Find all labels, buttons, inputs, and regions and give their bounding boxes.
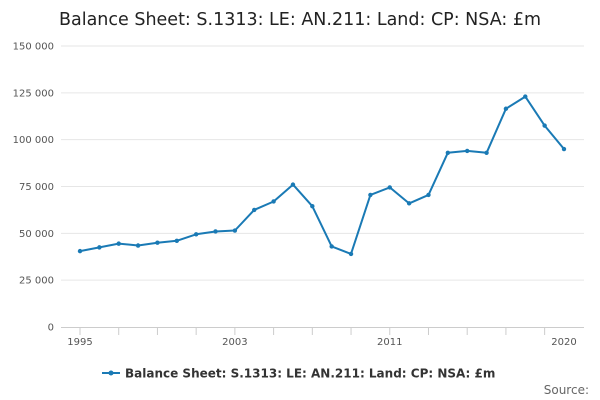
data-point[interactable] <box>290 182 296 187</box>
chart-title: Balance Sheet: S.1313: LE: AN.211: Land:… <box>59 10 541 30</box>
data-point[interactable] <box>232 228 238 233</box>
x-tick-label: 2003 <box>222 337 247 348</box>
series-layer <box>77 94 567 257</box>
data-point[interactable] <box>542 123 547 128</box>
data-point[interactable] <box>484 150 489 155</box>
data-point[interactable] <box>348 251 354 257</box>
data-point[interactable] <box>174 238 179 244</box>
y-tick-label: 25 000 <box>19 276 54 287</box>
y-tick-label: 75 000 <box>19 182 54 193</box>
data-point[interactable] <box>387 185 392 190</box>
x-axis: 1995 2003 2011 2020 <box>61 327 584 348</box>
data-point[interactable] <box>193 232 199 237</box>
data-point[interactable] <box>445 150 451 155</box>
x-tick-label: 1995 <box>67 337 92 348</box>
data-point[interactable] <box>77 248 83 254</box>
data-point[interactable] <box>310 203 315 209</box>
legend[interactable]: Balance Sheet: S.1313: LE: AN.211: Land:… <box>102 367 495 381</box>
y-tick-label: 125 000 <box>13 88 54 99</box>
y-tick-label: 150 000 <box>13 42 54 53</box>
data-point[interactable] <box>561 146 567 152</box>
data-point[interactable] <box>406 201 412 206</box>
data-point[interactable] <box>97 245 102 250</box>
data-point[interactable] <box>523 94 528 99</box>
data-point[interactable] <box>271 199 276 204</box>
y-axis-tick-labels: 0 25 000 50 000 75 000 100 000 125 000 150 000 <box>13 42 54 334</box>
x-tick-label: 2020 <box>551 337 576 348</box>
data-point[interactable] <box>329 244 334 249</box>
y-tick-label: 50 000 <box>19 229 54 240</box>
legend-marker <box>108 370 114 376</box>
source-label: Source: <box>544 383 589 397</box>
y-tick-label: 100 000 <box>13 135 54 146</box>
y-tick-label: 0 <box>48 323 54 334</box>
data-point[interactable] <box>252 207 257 213</box>
data-point[interactable] <box>426 192 431 198</box>
data-point[interactable] <box>135 243 141 248</box>
data-point[interactable] <box>368 192 373 198</box>
data-point[interactable] <box>503 106 509 111</box>
data-point[interactable] <box>213 229 218 234</box>
data-point[interactable] <box>465 148 470 154</box>
x-tick-label: 2011 <box>377 337 402 348</box>
gridlines <box>61 45 584 281</box>
data-point[interactable] <box>116 241 121 246</box>
legend-label: Balance Sheet: S.1313: LE: AN.211: Land:… <box>125 367 495 381</box>
data-point[interactable] <box>155 240 160 245</box>
series-line <box>79 95 565 255</box>
